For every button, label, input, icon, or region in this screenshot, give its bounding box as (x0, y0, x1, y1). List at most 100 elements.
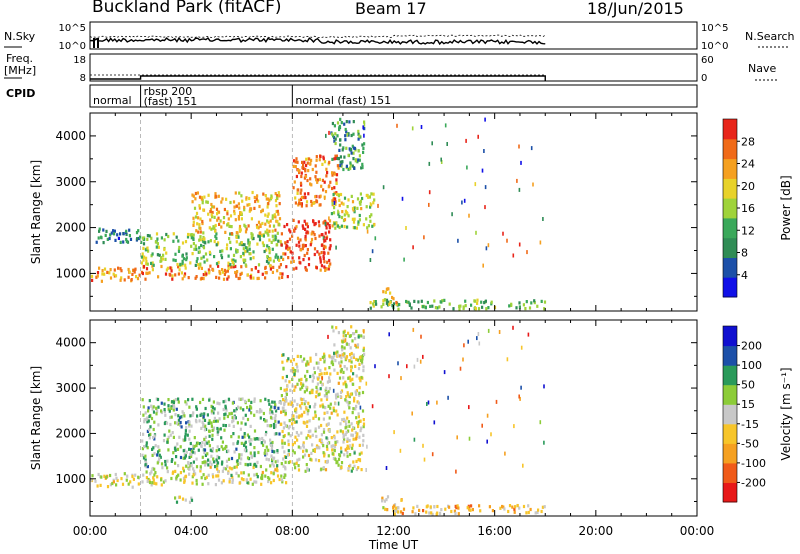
echo-cell (387, 300, 390, 304)
echo-cell (352, 220, 356, 224)
echo-cell (264, 474, 267, 478)
echo-cell (297, 168, 300, 172)
echo-cell (426, 402, 428, 406)
echo-cell (211, 433, 214, 437)
echo-cell (328, 160, 331, 164)
echo-cell (341, 418, 344, 422)
echo-cell (345, 355, 349, 359)
echo-cell (287, 443, 290, 447)
echo-cell (269, 408, 272, 412)
echo-cell (459, 366, 462, 371)
echo-cell (257, 437, 260, 441)
echo-cell (170, 476, 173, 481)
echo-cell (216, 445, 219, 449)
echo-cell (123, 278, 126, 282)
echo-cell (265, 457, 268, 461)
echo-cell (283, 401, 286, 405)
echo-cell (151, 264, 154, 268)
echo-cell (177, 249, 181, 253)
echo-cell (354, 390, 357, 394)
echo-cell (354, 407, 357, 411)
echo-cell (255, 480, 258, 484)
echo-cell (527, 332, 530, 337)
echo-cell (271, 216, 274, 220)
cpid-label: CPID (6, 87, 36, 100)
echo-cell (246, 463, 249, 467)
echo-cell (503, 507, 506, 511)
echo-cell (263, 451, 266, 455)
echo-cell (328, 264, 331, 268)
echo-cell (185, 450, 188, 454)
echo-cell (227, 275, 230, 279)
echo-cell (221, 270, 225, 274)
echo-cell (167, 435, 170, 439)
echo-cell (359, 202, 362, 206)
echo-cell (269, 464, 272, 468)
echo-cell (219, 219, 222, 223)
echo-cell (220, 481, 223, 485)
station-title: Buckland Park (fitACF) (92, 0, 282, 17)
echo-cell (200, 276, 203, 280)
echo-cell (212, 419, 216, 423)
echo-cell (315, 266, 318, 270)
echo-cell (350, 133, 353, 138)
echo-cell (313, 247, 317, 251)
echo-cell (172, 232, 175, 236)
echo-cell (320, 184, 323, 188)
echo-cell (303, 176, 306, 180)
echo-cell (240, 471, 243, 475)
echo-cell (346, 393, 350, 397)
echo-cell (355, 158, 358, 162)
echo-cell (303, 357, 306, 361)
echo-cell (352, 353, 355, 357)
echo-cell (199, 467, 202, 471)
echo-cell (329, 180, 332, 184)
echo-cell (323, 251, 326, 255)
heatmap-frame (89, 112, 698, 312)
echo-cell (194, 191, 197, 196)
echo-cell (214, 419, 218, 423)
echo-cell (265, 419, 268, 423)
echo-cell (533, 301, 536, 305)
freq-unit-label: [MHz] (4, 64, 37, 77)
echo-cell (183, 274, 186, 278)
echo-cell (273, 456, 276, 460)
echo-cell (507, 509, 510, 514)
echo-cell (357, 412, 360, 416)
echo-cell (339, 422, 342, 426)
echo-cell (328, 258, 331, 263)
echo-cell (294, 165, 297, 169)
cpid-segment-label: rbsp 200 (144, 85, 193, 98)
echo-cell (414, 512, 417, 516)
echo-cell (433, 420, 436, 425)
echo-cell (207, 421, 210, 425)
echo-cell (342, 353, 345, 357)
echo-cell (347, 429, 350, 433)
echo-cell (261, 272, 264, 276)
echo-cell (394, 509, 397, 513)
echo-cell (293, 180, 296, 184)
echo-cell (369, 202, 372, 207)
echo-cell (481, 305, 484, 309)
echo-cell (106, 237, 109, 241)
echo-cell (255, 197, 258, 201)
echo-cell (149, 425, 152, 429)
echo-cell (217, 264, 220, 268)
echo-cell (188, 472, 191, 476)
echo-cell (334, 137, 337, 141)
echo-cell (348, 147, 351, 151)
echo-cell (512, 325, 514, 330)
echo-cell (197, 448, 200, 452)
echo-cell (343, 218, 347, 222)
echo-cell (276, 209, 279, 213)
echo-cell (387, 287, 390, 291)
echo-cell (351, 339, 354, 343)
echo-cell (145, 470, 148, 474)
echo-cell (348, 395, 351, 399)
echo-cell (297, 415, 300, 419)
echo-cell (183, 272, 187, 276)
echo-cell (358, 154, 361, 158)
echo-cell (250, 207, 253, 211)
echo-cell (358, 452, 361, 456)
echo-cell (146, 465, 149, 469)
